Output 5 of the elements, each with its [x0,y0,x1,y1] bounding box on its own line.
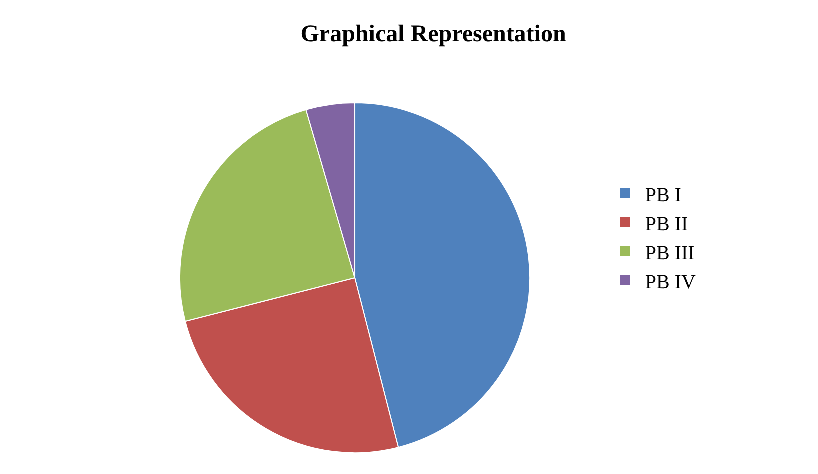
legend-label: PB IV [645,271,696,294]
legend-label: PB I [645,184,682,206]
legend-label: PB III [645,242,695,264]
legend-label: PB II [645,213,688,236]
chart-title: Graphical Representation [300,22,566,48]
